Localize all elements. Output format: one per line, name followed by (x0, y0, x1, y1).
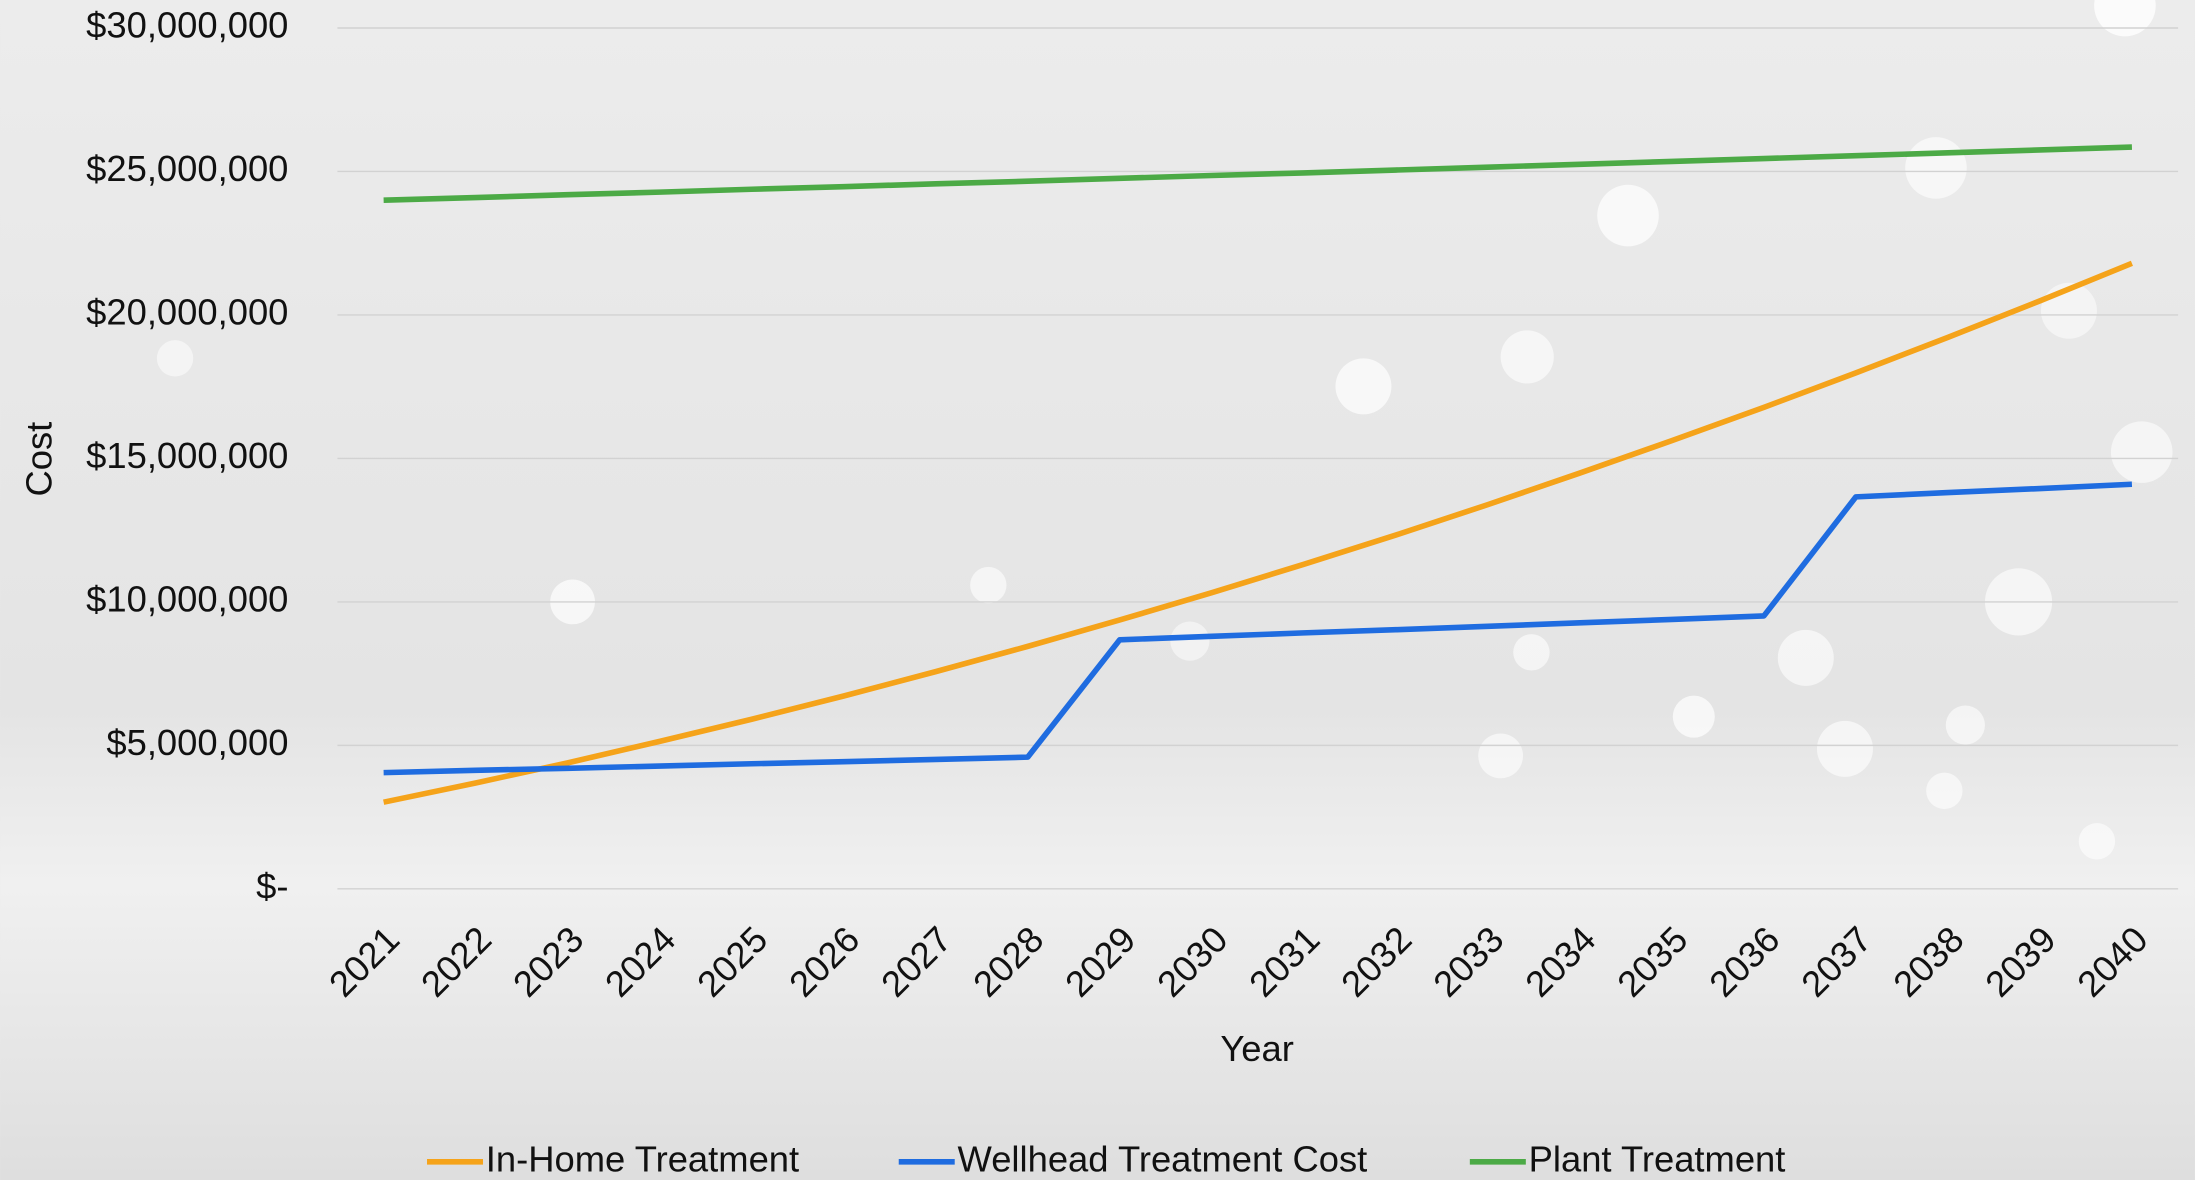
y-tick-label: $15,000,000 (86, 435, 288, 476)
series-line (383, 144, 2133, 203)
y-tick-label: $10,000,000 (86, 579, 288, 620)
y-axis-title: Cost (19, 422, 60, 497)
legend-label: In-Home Treatment (486, 1138, 799, 1179)
legend-label: Plant Treatment (1529, 1138, 1786, 1179)
y-tick-label: $5,000,000 (106, 722, 288, 763)
legend-label: Wellhead Treatment Cost (958, 1138, 1368, 1179)
y-tick-label: $25,000,000 (86, 148, 288, 189)
series-line (383, 481, 2133, 776)
series-line (383, 260, 2133, 805)
y-tick-label: $- (256, 865, 288, 906)
y-tick-label: $30,000,000 (86, 5, 288, 46)
x-axis-title: Year (1220, 1028, 1294, 1069)
y-tick-label: $20,000,000 (86, 292, 288, 333)
